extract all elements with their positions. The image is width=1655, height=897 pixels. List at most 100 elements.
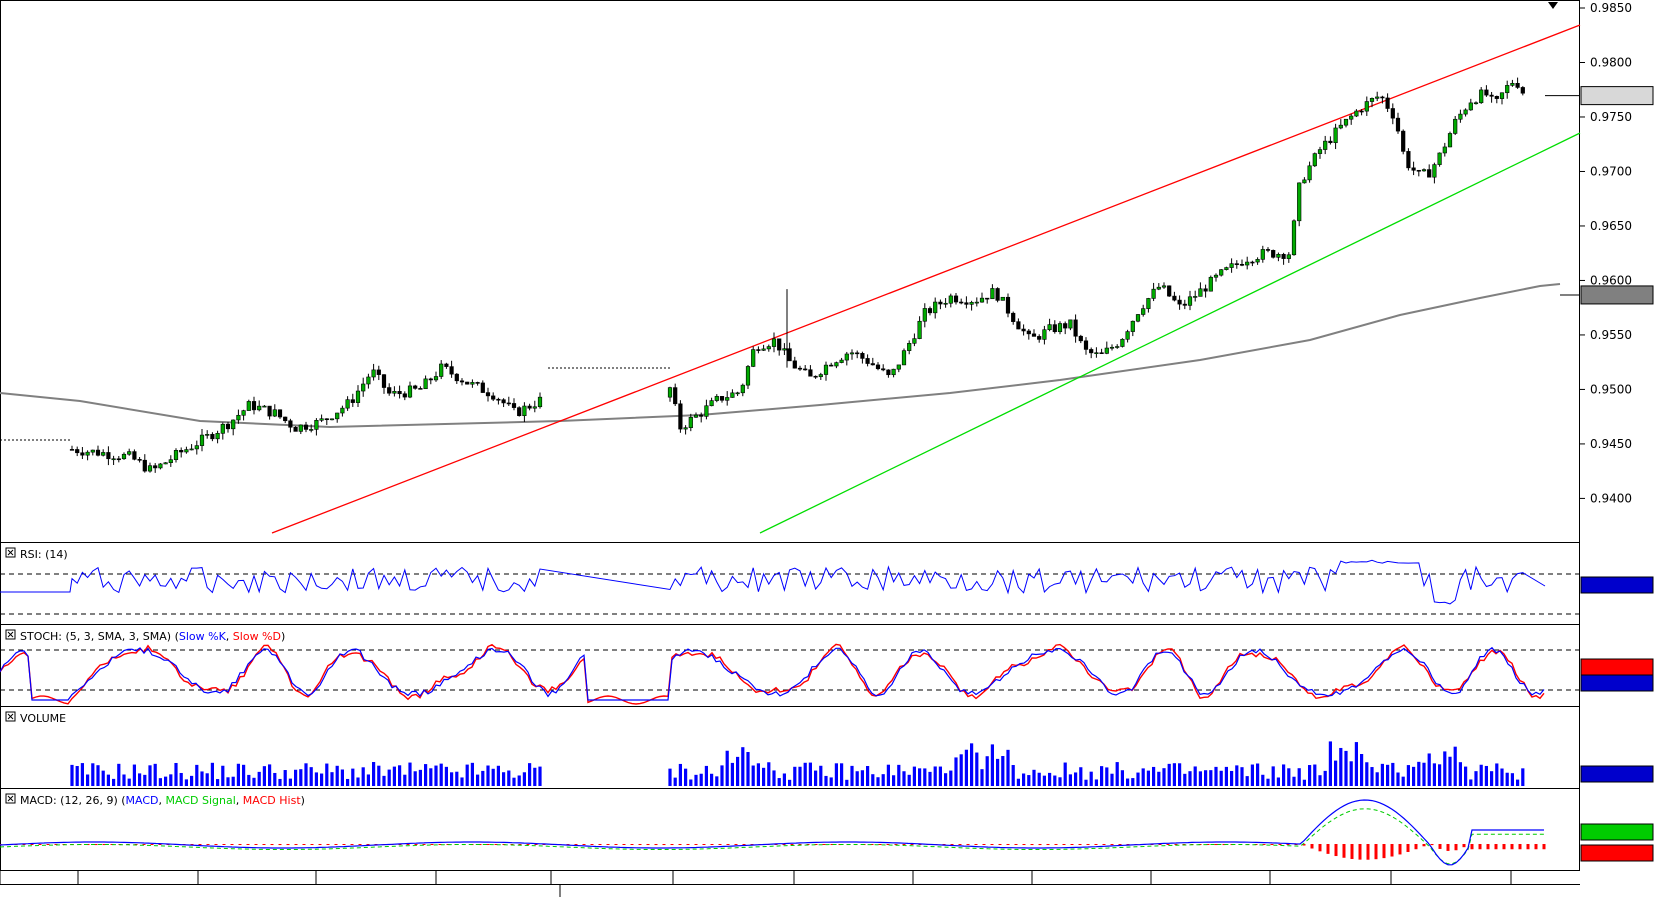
- stoch-checkbox-icon[interactable]: [5, 629, 16, 640]
- volume-bar: [741, 747, 745, 786]
- volume-bar: [949, 770, 953, 786]
- candle-down: [1406, 151, 1411, 169]
- macd-hist-bar: [798, 844, 802, 845]
- candle-up: [1229, 263, 1234, 268]
- macd-hist-bar: [910, 844, 914, 845]
- volume-bar: [860, 770, 864, 786]
- volume-bar: [1500, 768, 1504, 786]
- volume-bar: [1443, 751, 1447, 786]
- candle-up: [1291, 220, 1297, 256]
- candle-up: [948, 295, 953, 304]
- price-y-tick-label: 0.9650: [1590, 219, 1632, 233]
- rsi-checkbox-icon[interactable]: [5, 547, 16, 558]
- candle-up: [127, 451, 132, 455]
- candle-up: [1151, 288, 1156, 299]
- macd-hist-bar: [1094, 844, 1098, 845]
- candle-up: [272, 409, 277, 417]
- volume-bar: [434, 765, 438, 786]
- macd-hist-bar: [494, 844, 498, 845]
- volume-bar: [777, 778, 781, 786]
- macd-hist-bar: [574, 844, 578, 845]
- volume-bar: [912, 766, 916, 786]
- candle-up: [1125, 331, 1130, 340]
- candle-down: [106, 452, 111, 460]
- macd-title: MACD: (12, 26, 9): [20, 794, 118, 807]
- macd-hist-bar: [278, 844, 282, 846]
- volume-bar: [418, 769, 422, 786]
- rsi-panel: RSI: (14): [0, 547, 1654, 615]
- volume-bar: [1432, 763, 1436, 786]
- macd-hist-bar: [1478, 844, 1482, 850]
- macd-hist-bar: [1086, 844, 1090, 845]
- volume-bar: [392, 766, 396, 786]
- volume-bar: [398, 765, 402, 786]
- volume-bar: [1396, 772, 1400, 786]
- candle-up: [1369, 98, 1375, 102]
- candle-up: [1146, 298, 1151, 309]
- macd-hist-bar: [582, 844, 586, 845]
- volume-bar: [1422, 762, 1426, 786]
- candle-up: [782, 348, 787, 351]
- macd-hist-bar: [742, 844, 746, 845]
- candle-down: [985, 297, 990, 300]
- stoch-title: STOCH: (5, 3, SMA, 3, SMA): [20, 630, 171, 643]
- price-y-tick-label: 0.9750: [1590, 110, 1632, 124]
- volume-bar: [1328, 741, 1332, 786]
- volume-bar: [668, 768, 672, 786]
- volume-bar: [1022, 773, 1026, 786]
- volume-bar: [127, 778, 131, 786]
- volume-bar: [715, 776, 719, 786]
- volume-value-box: [1580, 765, 1654, 783]
- macd-hist-bar: [294, 844, 298, 846]
- candle-down: [673, 387, 678, 405]
- volume-bar: [439, 763, 443, 786]
- volume-bar: [876, 777, 880, 786]
- volume-bar: [1105, 767, 1109, 786]
- volume-checkbox-icon[interactable]: [5, 711, 16, 722]
- volume-panel: VOLUME: [5, 711, 1654, 786]
- volume-bar: [138, 773, 142, 786]
- candle-up: [121, 453, 127, 460]
- macd-checkbox-icon[interactable]: [5, 793, 16, 804]
- macd-hist-bar: [1054, 844, 1058, 845]
- candle-down: [1177, 299, 1182, 305]
- volume-bar: [1214, 766, 1218, 786]
- macd-hist-bar: [302, 844, 306, 845]
- candle-down: [225, 423, 231, 430]
- candle-up: [714, 396, 719, 401]
- volume-bar: [1089, 771, 1093, 786]
- volume-bar: [1235, 765, 1239, 786]
- volume-bar: [273, 772, 277, 786]
- macd-hist-bar: [966, 844, 970, 845]
- candle-up: [704, 405, 709, 417]
- candle-up: [257, 405, 262, 411]
- volume-bar: [132, 764, 136, 786]
- candle-down: [719, 396, 725, 401]
- volume-bar: [304, 763, 308, 786]
- volume-bar: [970, 743, 974, 786]
- candle-down: [397, 391, 402, 395]
- macd-hist-bar: [1302, 844, 1306, 846]
- macd-hist-bar: [38, 844, 42, 845]
- candle-up: [667, 387, 673, 398]
- candle-down: [1239, 264, 1245, 266]
- volume-bar: [247, 774, 251, 786]
- volume-bar: [808, 762, 812, 786]
- volume-bar: [762, 767, 766, 786]
- volume-bar: [502, 772, 506, 786]
- candle-up: [1479, 89, 1484, 104]
- candle-up: [1161, 285, 1167, 288]
- volume-bar: [834, 763, 838, 786]
- volume-bar: [268, 764, 272, 786]
- macd-hist-bar: [1422, 844, 1426, 847]
- candle-down: [1011, 312, 1016, 322]
- volume-bar: [1495, 763, 1499, 786]
- candle-down: [491, 395, 496, 400]
- macd-hist-bar: [270, 844, 274, 846]
- volume-bar: [1469, 779, 1473, 786]
- candle-up: [329, 418, 335, 421]
- volume-bar: [377, 765, 381, 786]
- candle-up: [1307, 165, 1312, 181]
- volume-bar: [1276, 777, 1280, 786]
- candle-down: [475, 382, 480, 384]
